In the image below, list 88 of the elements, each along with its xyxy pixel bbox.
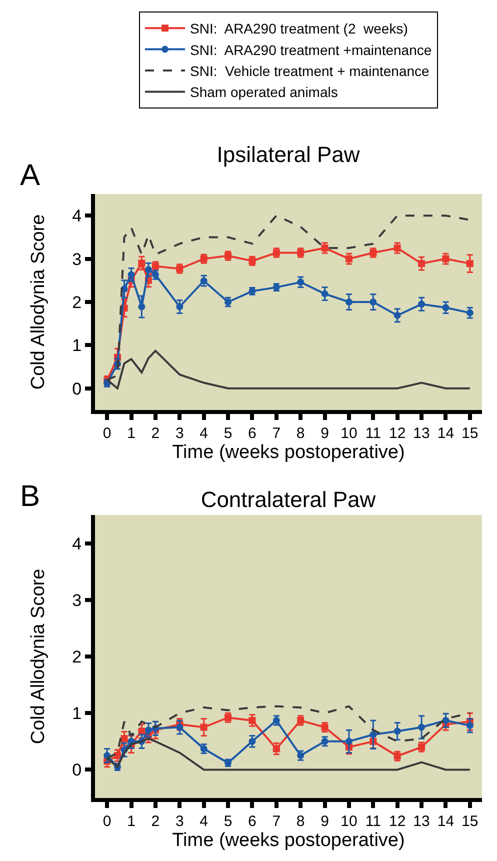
x-tick-label: 7 <box>272 425 281 442</box>
y-tick-label: 4 <box>72 206 82 226</box>
point <box>144 266 152 274</box>
x-tick-label: 13 <box>413 813 430 830</box>
point <box>466 722 474 730</box>
x-axis-title: Time (weeks postoperative) <box>172 830 405 851</box>
point <box>394 728 401 735</box>
legend-label: SNI: ARA290 treatment (2 weeks) <box>190 20 408 37</box>
point <box>176 724 184 731</box>
chart-title: Ipsilateral Paw <box>216 142 360 167</box>
x-tick-label: 14 <box>437 425 454 442</box>
x-tick-label: 9 <box>320 425 329 442</box>
point <box>138 728 146 735</box>
legend-label: SNI: ARA290 treatment +maintenance <box>190 42 432 58</box>
y-axis-title: Cold Allodynia Score <box>28 214 49 390</box>
x-tick-label: 11 <box>365 425 381 442</box>
x-tick-label: 1 <box>127 425 136 442</box>
y-tick-label: 1 <box>72 704 82 724</box>
point <box>345 298 352 306</box>
point <box>418 724 426 731</box>
x-tick-label: 6 <box>248 425 256 442</box>
x-tick-label: 0 <box>102 425 112 442</box>
x-tick-label: 10 <box>340 425 358 442</box>
y-tick-label: 1 <box>72 336 82 356</box>
point <box>466 260 474 268</box>
x-tick-label: 15 <box>462 425 478 442</box>
point <box>466 309 474 316</box>
point <box>248 738 256 745</box>
y-axis-title: Cold Allodynia Score <box>28 568 49 744</box>
text: A <box>20 159 40 192</box>
point <box>321 290 328 298</box>
point <box>144 726 152 734</box>
point <box>418 300 426 308</box>
point <box>442 716 450 724</box>
x-tick-label: 8 <box>296 813 305 830</box>
text: B <box>20 480 40 513</box>
x-tick-label: 4 <box>200 425 208 442</box>
y-tick-label: 3 <box>72 250 82 269</box>
x-tick-label: 2 <box>151 813 160 830</box>
y-tick-label: 2 <box>72 292 82 312</box>
x-tick-label: 0 <box>102 813 112 830</box>
chart-title: Contralateral Paw <box>200 487 376 512</box>
x-tick-label: 10 <box>340 813 358 830</box>
x-tick-label: 3 <box>175 813 184 830</box>
y-tick-label: 3 <box>72 590 82 610</box>
point <box>248 716 256 724</box>
legend-label: Sham operated animals <box>190 84 338 100</box>
x-tick-label: 7 <box>272 813 281 830</box>
point <box>138 303 146 310</box>
x-tick-label: 6 <box>248 813 256 830</box>
point <box>138 260 146 267</box>
point <box>442 304 450 312</box>
point <box>176 303 184 310</box>
x-tick-label: 4 <box>200 813 208 830</box>
y-tick-label: 0 <box>72 760 82 780</box>
point <box>394 312 401 319</box>
x-tick-label: 5 <box>224 425 232 442</box>
x-tick-label: 14 <box>437 813 454 830</box>
point <box>200 277 208 284</box>
point <box>345 738 352 745</box>
x-tick-label: 9 <box>320 813 329 830</box>
x-tick-label: 12 <box>388 813 406 830</box>
x-axis-title: Time (weeks postoperative) <box>172 442 405 463</box>
point <box>394 244 401 252</box>
x-tick-label: 2 <box>151 425 160 442</box>
y-tick-label: 0 <box>72 379 82 398</box>
x-tick-label: 13 <box>413 425 430 442</box>
x-tick-label: 5 <box>224 813 232 830</box>
x-tick-label: 8 <box>296 425 305 442</box>
point <box>418 260 426 268</box>
x-tick-label: 12 <box>388 425 406 442</box>
legend-label: SNI: Vehicle treatment + maintenance <box>190 62 430 79</box>
point <box>442 255 450 262</box>
point <box>370 731 377 738</box>
x-tick-label: 3 <box>175 425 184 442</box>
x-tick-label: 1 <box>127 813 136 830</box>
point <box>200 724 208 731</box>
y-tick-label: 4 <box>72 534 82 554</box>
x-tick-label: 15 <box>462 813 478 830</box>
point <box>321 244 328 252</box>
point <box>297 278 304 286</box>
y-tick-label: 2 <box>72 647 82 666</box>
point <box>370 298 377 306</box>
point <box>345 255 352 262</box>
x-tick-label: 11 <box>365 813 381 830</box>
point <box>272 745 280 752</box>
point <box>128 271 135 278</box>
point <box>120 735 128 742</box>
